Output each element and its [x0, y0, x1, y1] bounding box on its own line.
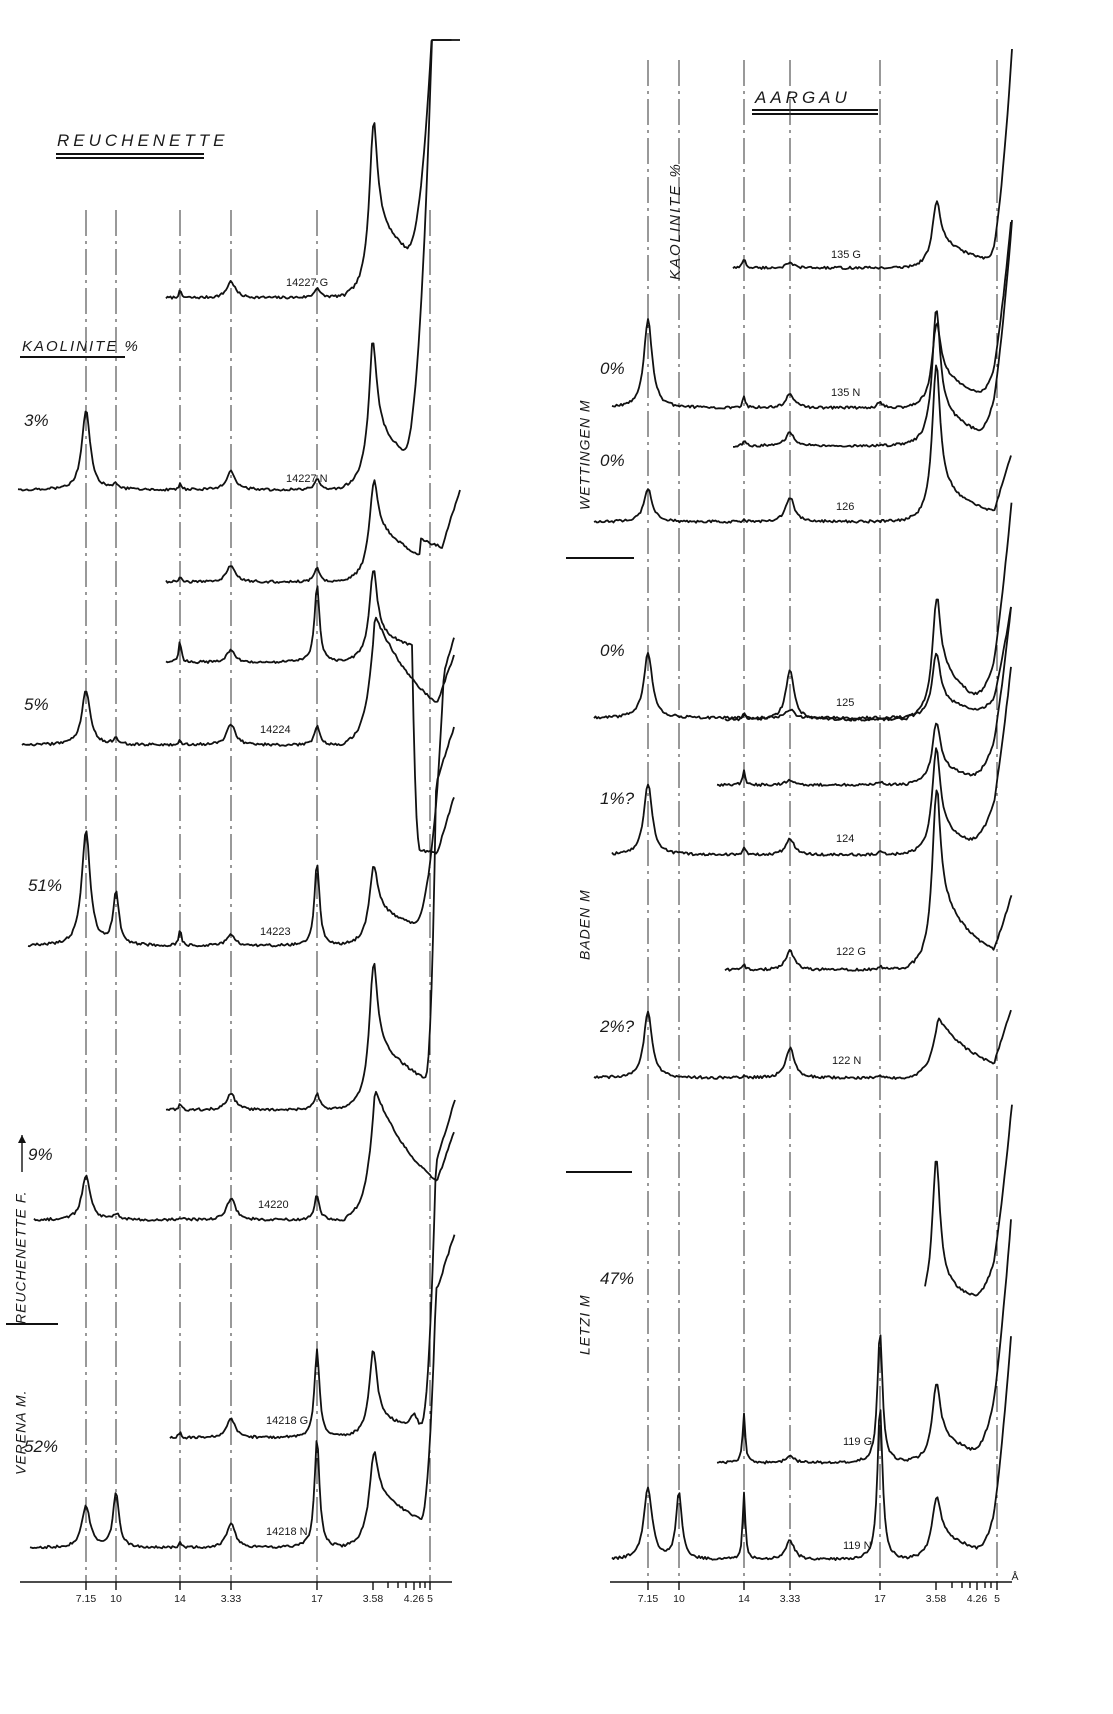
x-tick-label: 4.26 [967, 1593, 988, 1605]
diffractogram-trace [724, 789, 1013, 972]
kaolinite-value: 1%? [600, 789, 635, 808]
diffractogram-trace [611, 221, 1012, 410]
sample-label: 135 N [831, 387, 860, 399]
diffractogram-trace [716, 607, 1012, 787]
x-tick-label: 4.26 [404, 1593, 425, 1605]
diffractogram-trace [33, 1090, 455, 1222]
x-tick-label: 7.15 [638, 1593, 659, 1605]
kaolinite-value: 2%? [599, 1017, 635, 1036]
x-tick-label: 10 [673, 1593, 685, 1605]
x-tick-label: 5 [427, 1593, 433, 1605]
sample-label: 122 N [832, 1055, 861, 1067]
x-tick-label: 3.58 [926, 1593, 947, 1605]
sample-label: 124 [836, 833, 854, 845]
x-tick-label: 3.33 [780, 1593, 801, 1605]
diffractogram-trace [169, 1099, 456, 1440]
sample-label: 14227 N [286, 473, 328, 485]
x-tick-label: 10 [110, 1593, 122, 1605]
kaolinite-heading: KAOLINITE % [667, 162, 684, 280]
diffractogram-trace [732, 48, 1013, 270]
unit-group: WETTINGEN M BADEN M LETZI M [566, 399, 634, 1355]
diffractogram-trace [21, 616, 455, 747]
kaolinite-value: 51% [28, 876, 62, 895]
diffractogram-trace [593, 606, 1012, 720]
kaolinite-value: 47% [600, 1269, 634, 1288]
sample-label: 14218 G [266, 1415, 308, 1427]
trace-group [593, 48, 1013, 1561]
diffractogram-trace [724, 502, 1013, 722]
x-axis: 3.33 3.58 4.26 5 7.15 10 14 17 Å [610, 1570, 1019, 1605]
kaolinite-value: 9% [28, 1145, 53, 1164]
sample-label: 122 G [836, 946, 866, 958]
diffractogram-trace [924, 1104, 1013, 1297]
diffractogram-trace [165, 479, 461, 584]
reference-lines [85, 210, 431, 1582]
sample-label: 14224 [260, 724, 291, 736]
sample-label: 126 [836, 501, 854, 513]
diffractogram-trace [29, 1234, 456, 1550]
panel-aargau: AARGAU KAOLINITE % 135 G 135 N 126 125 124 12… [566, 48, 1019, 1605]
sample-label: 14227 G [286, 277, 328, 289]
diffractogram-trace [17, 39, 452, 492]
sample-label: 14223 [260, 926, 291, 938]
diffractogram-trace [27, 637, 455, 948]
diffractogram-trace [733, 219, 1013, 448]
unit-label: BADEN M [577, 889, 593, 960]
reference-lines [647, 60, 998, 1582]
kaolinite-value: 5% [24, 695, 49, 714]
kaolinite-value: 0% [600, 451, 625, 470]
sample-label: 14218 N [266, 1526, 308, 1538]
label-group: 135 G 135 N 126 125 124 122 G 122 N 119 G 119 N 0… [599, 249, 872, 1552]
sample-label: 14220 [258, 1199, 289, 1211]
kaolinite-value: 3% [24, 411, 49, 430]
unit-label: REUCHENETTE F. [13, 1190, 29, 1324]
kaolinite-value: 0% [600, 359, 625, 378]
x-tick-label: 14 [738, 1593, 750, 1605]
sample-label: 119 N [843, 1540, 872, 1552]
kaolinite-heading: KAOLINITE % [22, 338, 140, 355]
diffractogram-trace [165, 39, 460, 300]
arrowhead-icon [18, 1135, 26, 1143]
diffractogram-trace [165, 570, 455, 855]
sample-label: 125 [836, 697, 854, 709]
sample-label: 135 G [831, 249, 861, 261]
trace-group [17, 39, 461, 1550]
panel-title: REUCHENETTE [57, 131, 229, 150]
unit-label: WETTINGEN M [577, 399, 593, 510]
unit-label: VERENA M. [13, 1390, 29, 1476]
x-tick-label: 7.15 [76, 1593, 97, 1605]
x-tick-label: 17 [874, 1593, 886, 1605]
diffractogram-trace [611, 1336, 1012, 1561]
x-axis: 3.33 3.58 4.26 5 7.15 10 14 17 [20, 1581, 452, 1605]
unit-group: REUCHENETTE F. VERENA M. [6, 1135, 58, 1475]
diffractogram-trace [593, 364, 1012, 524]
x-tick-label: 3.33 [221, 1593, 242, 1605]
x-unit-label: Å [1011, 1570, 1018, 1583]
panel-title: AARGAU [754, 88, 851, 107]
kaolinite-value: 52% [24, 1437, 58, 1456]
sample-label: 119 G [843, 1436, 872, 1448]
x-tick-label: 5 [994, 1593, 1000, 1605]
x-tick-label: 17 [311, 1593, 323, 1605]
diffractogram-trace [165, 726, 455, 1112]
diffractogram-trace [611, 666, 1012, 857]
unit-label: LETZI M [577, 1294, 593, 1355]
diffractogram-trace [593, 1009, 1012, 1080]
x-tick-label: 14 [174, 1593, 186, 1605]
kaolinite-value: 0% [600, 641, 625, 660]
diffractogram-trace [716, 1219, 1012, 1465]
x-tick-label: 3.58 [363, 1593, 384, 1605]
label-group: 14227 G 14227 N 14224 14223 14220 14218 G 1421… [24, 277, 328, 1538]
